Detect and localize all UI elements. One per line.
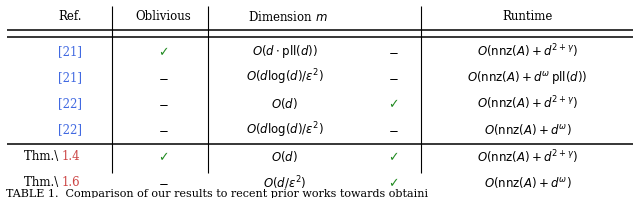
Text: $O(d/\epsilon^2)$: $O(d/\epsilon^2)$ xyxy=(263,174,307,192)
Text: $-$: $-$ xyxy=(158,176,169,189)
Text: Thm.\: Thm.\ xyxy=(24,176,62,189)
Text: $O(\mathrm{nnz}(A) + d^{2+\gamma})$: $O(\mathrm{nnz}(A) + d^{2+\gamma})$ xyxy=(477,95,578,112)
Text: $O(d \cdot \mathrm{pll}(d))$: $O(d \cdot \mathrm{pll}(d))$ xyxy=(252,43,318,60)
Text: $\checkmark$: $\checkmark$ xyxy=(388,176,399,189)
Text: $O(\mathrm{nnz}(A) + d^{\omega}\,\mathrm{pll}(d))$: $O(\mathrm{nnz}(A) + d^{\omega}\,\mathrm… xyxy=(467,69,588,86)
Text: 1.6: 1.6 xyxy=(62,176,81,189)
Text: $O(d\log(d)/\epsilon^2)$: $O(d\log(d)/\epsilon^2)$ xyxy=(246,68,324,87)
Text: $O(\mathrm{nnz}(A) + d^{2+\gamma})$: $O(\mathrm{nnz}(A) + d^{2+\gamma})$ xyxy=(477,148,578,166)
Text: $-$: $-$ xyxy=(388,123,399,136)
Text: Ref.: Ref. xyxy=(58,10,81,23)
Text: TABLE 1.  Comparison of our results to recent prior works towards obtaini: TABLE 1. Comparison of our results to re… xyxy=(6,189,428,198)
Text: $-$: $-$ xyxy=(388,71,399,84)
Text: $-$: $-$ xyxy=(158,97,169,110)
Text: $O(\mathrm{nnz}(A) + d^{2+\gamma})$: $O(\mathrm{nnz}(A) + d^{2+\gamma})$ xyxy=(477,43,578,60)
Text: $\checkmark$: $\checkmark$ xyxy=(388,97,399,110)
Text: $O(d\log(d)/\epsilon^2)$: $O(d\log(d)/\epsilon^2)$ xyxy=(246,120,324,140)
Text: $\checkmark$: $\checkmark$ xyxy=(158,150,169,163)
Text: [22]: [22] xyxy=(58,123,82,136)
Text: Oblivious: Oblivious xyxy=(136,10,191,23)
Text: 1.4: 1.4 xyxy=(62,150,81,163)
Text: $O(\mathrm{nnz}(A) + d^{\omega})$: $O(\mathrm{nnz}(A) + d^{\omega})$ xyxy=(484,122,572,137)
Text: $-$: $-$ xyxy=(158,71,169,84)
Text: Dimension $m$: Dimension $m$ xyxy=(248,10,328,24)
Text: Runtime: Runtime xyxy=(502,10,553,23)
Text: [21]: [21] xyxy=(58,71,82,84)
Text: [21]: [21] xyxy=(58,45,82,58)
Text: $\checkmark$: $\checkmark$ xyxy=(158,45,169,58)
Text: $-$: $-$ xyxy=(388,45,399,58)
Text: $O(d)$: $O(d)$ xyxy=(271,149,298,164)
Text: $O(\mathrm{nnz}(A) + d^{\omega})$: $O(\mathrm{nnz}(A) + d^{\omega})$ xyxy=(484,175,572,190)
Text: [22]: [22] xyxy=(58,97,82,110)
Text: $O(d)$: $O(d)$ xyxy=(271,96,298,111)
Text: Thm.\: Thm.\ xyxy=(24,150,62,163)
Text: $\checkmark$: $\checkmark$ xyxy=(388,150,399,163)
Text: $-$: $-$ xyxy=(158,123,169,136)
